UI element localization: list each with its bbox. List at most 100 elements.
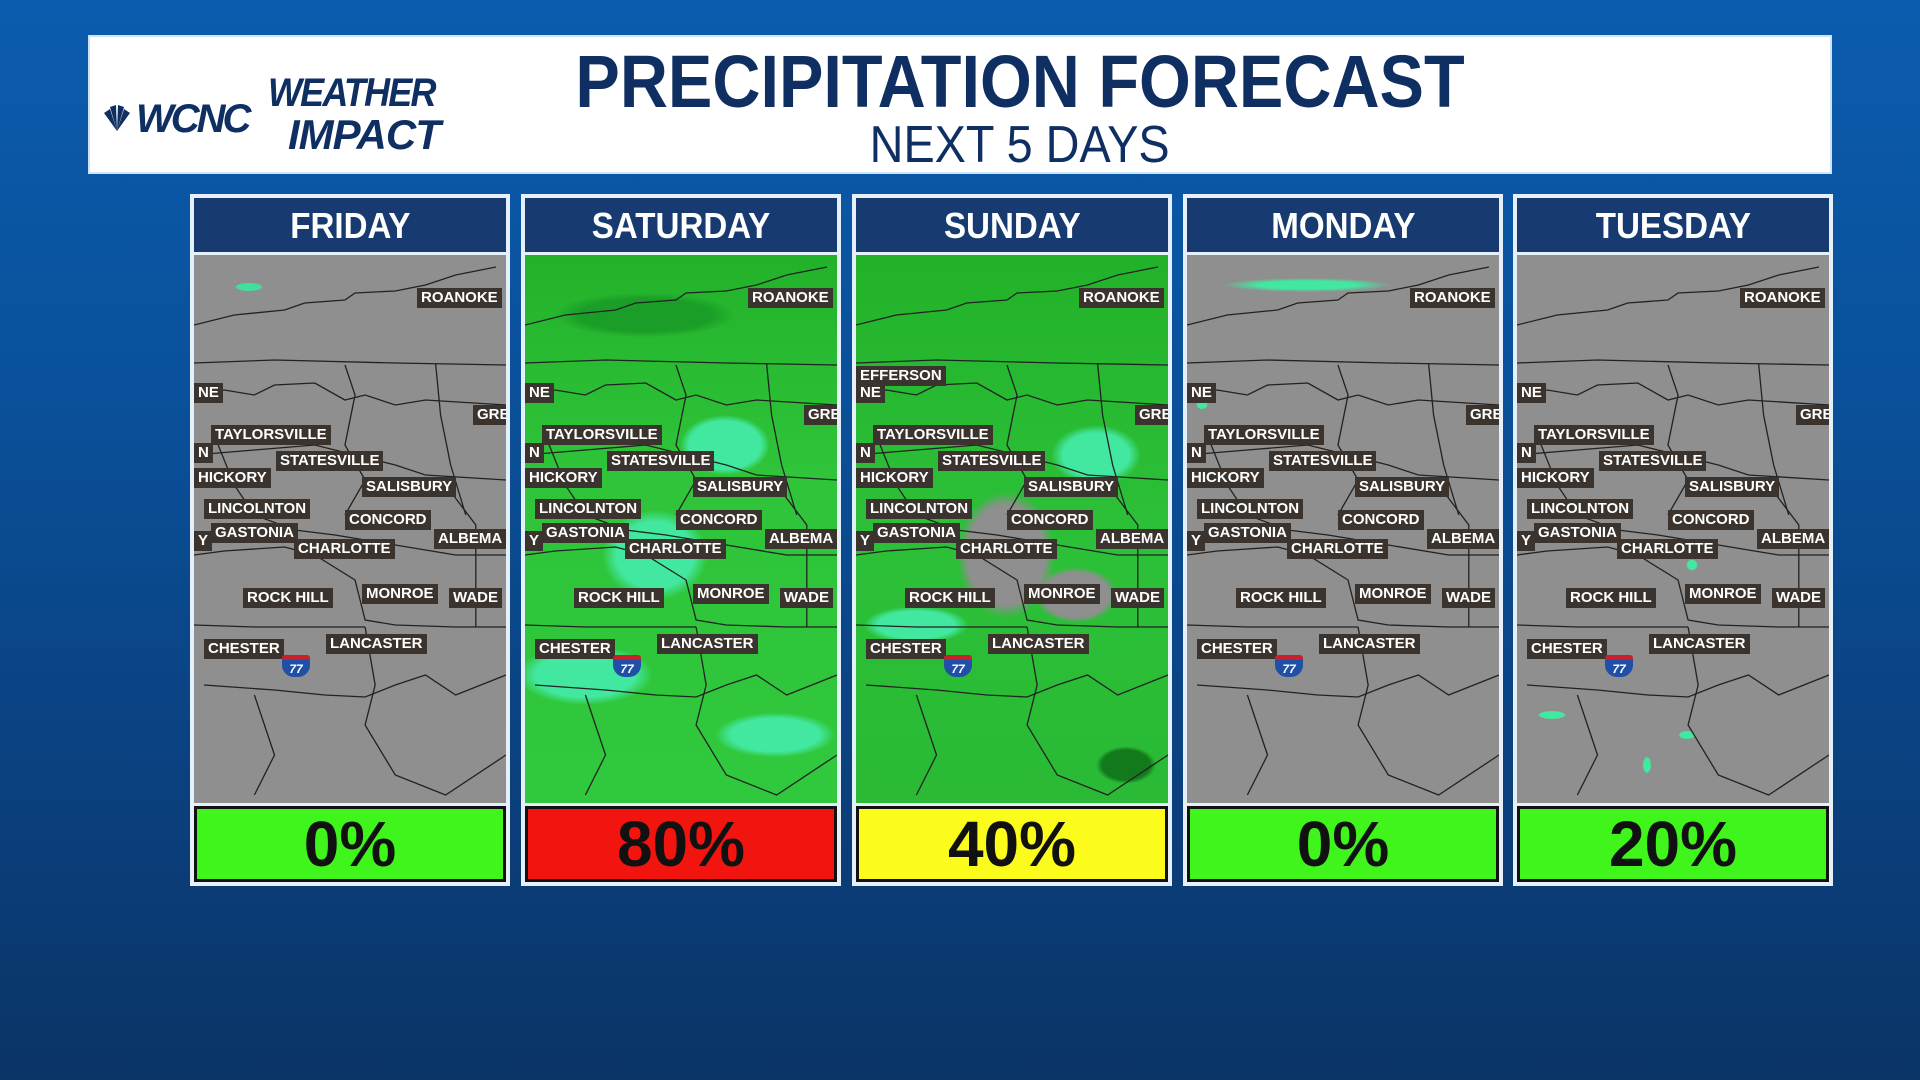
city-label: GASTONIA xyxy=(542,523,629,543)
city-label: CHESTER xyxy=(1197,639,1277,659)
city-label: LINCOLNTON xyxy=(866,499,973,519)
city-label: ROANOKE xyxy=(417,288,502,308)
city-label: ROANOKE xyxy=(1410,288,1495,308)
day-header: MONDAY xyxy=(1187,198,1499,252)
city-label: GRE xyxy=(1135,405,1168,425)
city-label: EFFERSON xyxy=(856,366,946,386)
city-label: CHESTER xyxy=(204,639,284,659)
day-header: SUNDAY xyxy=(856,198,1168,252)
city-label: WADE xyxy=(780,588,833,608)
forecast-panel-sunday: SUNDAY NE ROANOKE GRE TAYLORSVILLE N STATESVI… xyxy=(852,194,1172,886)
city-label: CHESTER xyxy=(535,639,615,659)
city-label: ALBEMA xyxy=(765,529,837,549)
city-label: HICKORY xyxy=(1517,468,1594,488)
city-label: Y xyxy=(1517,531,1536,551)
city-label: ROCK HILL xyxy=(1566,588,1656,608)
city-label: HICKORY xyxy=(856,468,933,488)
city-label: N xyxy=(856,443,875,463)
city-label: WADE xyxy=(1111,588,1164,608)
radar-map: NE ROANOKE GRE TAYLORSVILLE N STATESVILLE HICK… xyxy=(194,255,506,803)
city-label: MONROE xyxy=(362,584,438,604)
nbc-peacock-icon xyxy=(104,105,130,131)
city-label: STATESVILLE xyxy=(607,451,715,471)
interstate-77-shield-icon: 77 xyxy=(944,655,972,677)
city-label: N xyxy=(1187,443,1206,463)
city-label: HICKORY xyxy=(525,468,602,488)
city-label: SALISBURY xyxy=(1355,477,1450,497)
radar-map: NE ROANOKE GRE TAYLORSVILLE N STATESVILLE HICK… xyxy=(856,255,1168,803)
interstate-77-shield-icon: 77 xyxy=(613,655,641,677)
city-label: N xyxy=(525,443,544,463)
precip-chance: 80% xyxy=(525,806,837,882)
city-label: ALBEMA xyxy=(1427,529,1499,549)
city-label: N xyxy=(1517,443,1536,463)
city-label: CONCORD xyxy=(345,510,431,530)
city-label: TAYLORSVILLE xyxy=(211,425,331,445)
city-label: SALISBURY xyxy=(693,477,788,497)
precip-chance: 0% xyxy=(194,806,506,882)
city-label: STATESVILLE xyxy=(1269,451,1377,471)
city-label: CHARLOTTE xyxy=(956,539,1057,559)
city-label: LINCOLNTON xyxy=(204,499,311,519)
city-label: Y xyxy=(1187,531,1206,551)
forecast-panel-monday: MONDAY NE ROANOKE GRE TAYLORSVILLE N STATESVI… xyxy=(1183,194,1503,886)
city-label: CONCORD xyxy=(1007,510,1093,530)
wcnc-weather-impact-logo: WCNC WEATHER IMPACT xyxy=(100,67,500,158)
city-label: TAYLORSVILLE xyxy=(873,425,993,445)
day-header: FRIDAY xyxy=(194,198,506,252)
city-label: LANCASTER xyxy=(1649,634,1750,654)
city-label: LINCOLNTON xyxy=(1527,499,1634,519)
city-label: CHARLOTTE xyxy=(294,539,395,559)
city-label: CHESTER xyxy=(866,639,946,659)
city-label: NE xyxy=(1187,383,1216,403)
city-label: TAYLORSVILLE xyxy=(1534,425,1654,445)
city-label: LINCOLNTON xyxy=(535,499,642,519)
city-label: ROANOKE xyxy=(1740,288,1825,308)
city-label: LANCASTER xyxy=(326,634,427,654)
radar-map: NE ROANOKE GRE TAYLORSVILLE N STATESVILLE HICK… xyxy=(525,255,837,803)
city-label: MONROE xyxy=(1024,584,1100,604)
city-label: Y xyxy=(856,531,875,551)
city-label: NE xyxy=(525,383,554,403)
city-label: N xyxy=(194,443,213,463)
page-subtitle: NEXT 5 DAYS xyxy=(870,116,1170,174)
city-label: WADE xyxy=(1772,588,1825,608)
city-label: LANCASTER xyxy=(988,634,1089,654)
city-label: GRE xyxy=(804,405,837,425)
radar-map: NE ROANOKE GRE TAYLORSVILLE N STATESVILLE HICK… xyxy=(1517,255,1829,803)
city-label: Y xyxy=(525,531,544,551)
city-label: STATESVILLE xyxy=(938,451,1046,471)
interstate-77-shield-icon: 77 xyxy=(1605,655,1633,677)
city-label: NE xyxy=(1517,383,1546,403)
city-label: CHARLOTTE xyxy=(625,539,726,559)
city-label: CONCORD xyxy=(1338,510,1424,530)
city-label: GASTONIA xyxy=(211,523,298,543)
forecast-panel-saturday: SATURDAY NE ROANOKE GRE TAYLORSVILLE N STATES… xyxy=(521,194,841,886)
city-label: GASTONIA xyxy=(1534,523,1621,543)
city-label: GRE xyxy=(473,405,506,425)
city-label: NE xyxy=(856,383,885,403)
city-label: STATESVILLE xyxy=(276,451,384,471)
city-label: ROANOKE xyxy=(1079,288,1164,308)
city-label: LINCOLNTON xyxy=(1197,499,1304,519)
city-label: WADE xyxy=(449,588,502,608)
precip-chance: 20% xyxy=(1517,806,1829,882)
forecast-panel-tuesday: TUESDAY NE ROANOKE GRE TAYLORSVILLE N STATESV… xyxy=(1513,194,1833,886)
precip-chance: 40% xyxy=(856,806,1168,882)
city-label: GASTONIA xyxy=(1204,523,1291,543)
city-label: ROCK HILL xyxy=(243,588,333,608)
precip-chance: 0% xyxy=(1187,806,1499,882)
city-label: Y xyxy=(194,531,213,551)
day-header: TUESDAY xyxy=(1517,198,1829,252)
city-label: CONCORD xyxy=(676,510,762,530)
city-label: SALISBURY xyxy=(1685,477,1780,497)
city-label: SALISBURY xyxy=(362,477,457,497)
city-label: TAYLORSVILLE xyxy=(1204,425,1324,445)
city-label: CONCORD xyxy=(1668,510,1754,530)
interstate-77-shield-icon: 77 xyxy=(282,655,310,677)
city-label: GASTONIA xyxy=(873,523,960,543)
city-label: NE xyxy=(194,383,223,403)
city-label: ALBEMA xyxy=(1757,529,1829,549)
city-label: CHARLOTTE xyxy=(1617,539,1718,559)
interstate-77-shield-icon: 77 xyxy=(1275,655,1303,677)
